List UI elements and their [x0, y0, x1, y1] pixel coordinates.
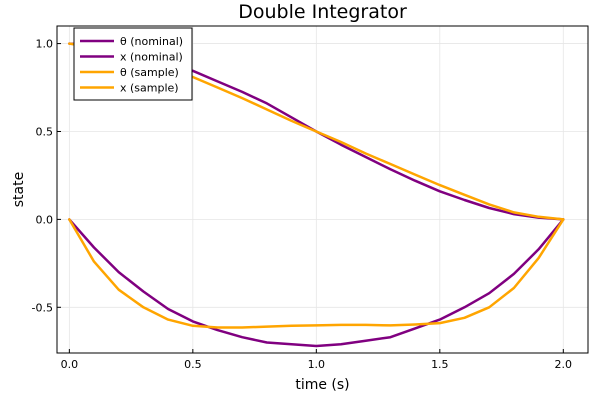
legend-entry: θ (nominal)	[120, 35, 183, 48]
plot-frame	[56, 25, 589, 354]
y-tick-label: -0.5	[32, 301, 53, 314]
legend-entry: x (sample)	[120, 82, 179, 95]
chart-title: Double Integrator	[238, 1, 407, 23]
x-tick-label: 2.0	[555, 358, 573, 371]
legend-entry: θ (sample)	[120, 66, 179, 79]
series-line	[68, 218, 565, 329]
x-axis-label: time (s)	[295, 377, 349, 393]
x-tick-label: 0.0	[61, 358, 79, 371]
x-tick-label: 1.0	[308, 358, 326, 371]
series-line	[68, 218, 565, 348]
legend: θ (nominal) x (nominal) θ (sample) x (sampl…	[73, 27, 193, 101]
axis-ticks: 0.0 0.5 1.0 1.5 2.0 -0.5 0.0 0.5 1.0	[32, 38, 573, 371]
y-tick-label: 1.0	[36, 38, 54, 51]
x-tick-label: 0.5	[184, 358, 202, 371]
legend-entry: x (nominal)	[120, 51, 183, 64]
y-tick-label: 0.5	[36, 125, 54, 138]
y-axis-label: state	[11, 172, 27, 207]
y-tick-label: 0.0	[36, 213, 54, 226]
x-tick-label: 1.5	[431, 358, 449, 371]
